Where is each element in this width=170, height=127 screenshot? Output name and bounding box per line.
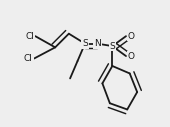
Text: O: O <box>127 32 134 41</box>
Text: S: S <box>82 39 88 48</box>
Text: Cl: Cl <box>24 54 33 63</box>
Text: N: N <box>94 39 101 48</box>
Text: Cl: Cl <box>25 32 34 41</box>
Text: S: S <box>109 42 115 51</box>
Text: O: O <box>127 52 134 61</box>
